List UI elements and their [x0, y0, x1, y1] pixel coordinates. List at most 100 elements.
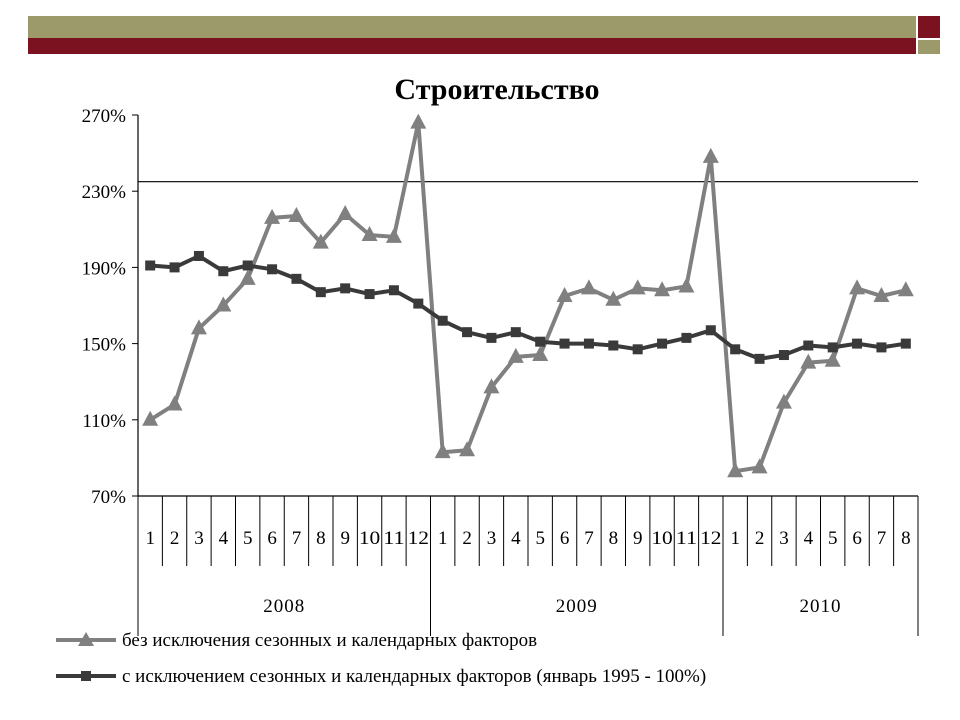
month-tick-label: 4	[511, 528, 521, 549]
data-point	[681, 332, 692, 343]
data-point	[803, 340, 814, 351]
data-point	[385, 227, 402, 243]
series-line	[150, 254, 907, 361]
y-tick-label: 110%	[82, 411, 126, 432]
month-tick-label: 9	[633, 528, 643, 549]
data-point	[730, 344, 741, 355]
data-point	[267, 264, 278, 275]
month-tick-label: 4	[804, 528, 814, 549]
data-point	[288, 206, 305, 222]
month-tick-label: 2	[462, 528, 472, 549]
month-tick-label: 12	[408, 528, 429, 549]
data-point	[315, 287, 326, 298]
data-point	[437, 315, 448, 326]
data-point	[361, 226, 378, 242]
data-point	[532, 346, 549, 362]
month-tick-label: 3	[194, 528, 204, 549]
data-point	[145, 260, 156, 271]
data-point	[775, 393, 792, 409]
month-tick-label: 12	[700, 528, 721, 549]
data-point	[900, 338, 911, 349]
legend-entry-adjusted: с исключением сезонных и календарных фак…	[56, 666, 706, 687]
month-tick-label: 4	[219, 528, 229, 549]
data-point	[510, 327, 521, 338]
data-point	[897, 281, 914, 297]
month-tick-label: 8	[901, 528, 911, 549]
data-point	[654, 281, 671, 297]
series-adjusted	[145, 250, 911, 364]
y-tick-label: 70%	[91, 487, 126, 508]
data-point	[608, 340, 619, 351]
data-point	[413, 298, 424, 309]
data-point	[462, 327, 473, 338]
data-point	[559, 338, 570, 349]
data-point	[852, 338, 863, 349]
data-point	[705, 325, 716, 336]
y-axis-ticks: 70% 110% 150% 190% 230% 270%	[82, 106, 138, 508]
y-tick-label: 270%	[82, 106, 127, 127]
legend-entry-unadjusted: без исключения сезонных и календарных фа…	[56, 630, 537, 651]
data-point	[507, 347, 524, 363]
month-tick-label: 7	[584, 528, 594, 549]
data-point	[291, 273, 302, 284]
data-point	[340, 283, 351, 294]
legend: без исключения сезонных и календарных фа…	[56, 630, 706, 687]
data-point	[215, 296, 232, 312]
data-point	[166, 395, 183, 411]
month-tick-label: 6	[560, 528, 570, 549]
data-point	[218, 266, 229, 277]
month-tick-label: 3	[779, 528, 789, 549]
month-tick-label: 8	[609, 528, 619, 549]
month-tick-label: 6	[267, 528, 277, 549]
data-point	[337, 205, 354, 221]
data-point	[629, 279, 646, 295]
series-layer	[142, 113, 914, 478]
data-point	[751, 458, 768, 474]
data-point	[410, 113, 427, 129]
year-label: 2008	[263, 596, 305, 617]
month-tick-label: 10	[359, 528, 380, 549]
month-tick-label: 5	[243, 528, 253, 549]
month-tick-label: 11	[383, 528, 404, 549]
data-point	[678, 277, 695, 293]
data-point	[849, 279, 866, 295]
month-tick-label: 1	[145, 528, 155, 549]
month-tick-label: 10	[651, 528, 672, 549]
data-point	[535, 336, 546, 347]
year-axis: 2008 2009 2010	[137, 566, 919, 636]
y-tick-label: 150%	[82, 335, 127, 356]
series-unadjusted	[142, 113, 914, 478]
data-point	[264, 208, 281, 224]
data-point	[483, 378, 500, 394]
data-point	[702, 147, 719, 163]
data-point	[556, 286, 573, 302]
month-tick-label: 1	[438, 528, 448, 549]
data-point	[312, 233, 329, 249]
month-tick-label: 7	[877, 528, 887, 549]
month-tick-label: 11	[676, 528, 697, 549]
data-point	[388, 285, 399, 296]
month-tick-label: 2	[755, 528, 765, 549]
month-tick-label: 8	[316, 528, 326, 549]
data-point	[459, 441, 476, 457]
data-point	[827, 342, 838, 353]
data-point	[876, 342, 887, 353]
year-label: 2009	[556, 596, 598, 617]
data-point	[754, 353, 765, 364]
data-point	[486, 332, 497, 343]
legend-label-adjusted: с исключением сезонных и календарных фак…	[122, 666, 706, 687]
data-point	[364, 289, 375, 300]
month-tick-label: 2	[170, 528, 180, 549]
chart-title: Строительство	[394, 73, 599, 106]
series-line	[149, 120, 907, 474]
month-tick-label: 3	[487, 528, 497, 549]
header-decor-olive-bar	[28, 16, 916, 38]
data-point	[190, 319, 207, 335]
legend-label-unadjusted: без исключения сезонных и календарных фа…	[122, 630, 537, 651]
data-point	[242, 260, 253, 271]
data-point	[583, 338, 594, 349]
data-point	[800, 353, 817, 369]
data-point	[193, 250, 204, 261]
data-point	[142, 410, 159, 426]
month-tick-label: 9	[340, 528, 350, 549]
